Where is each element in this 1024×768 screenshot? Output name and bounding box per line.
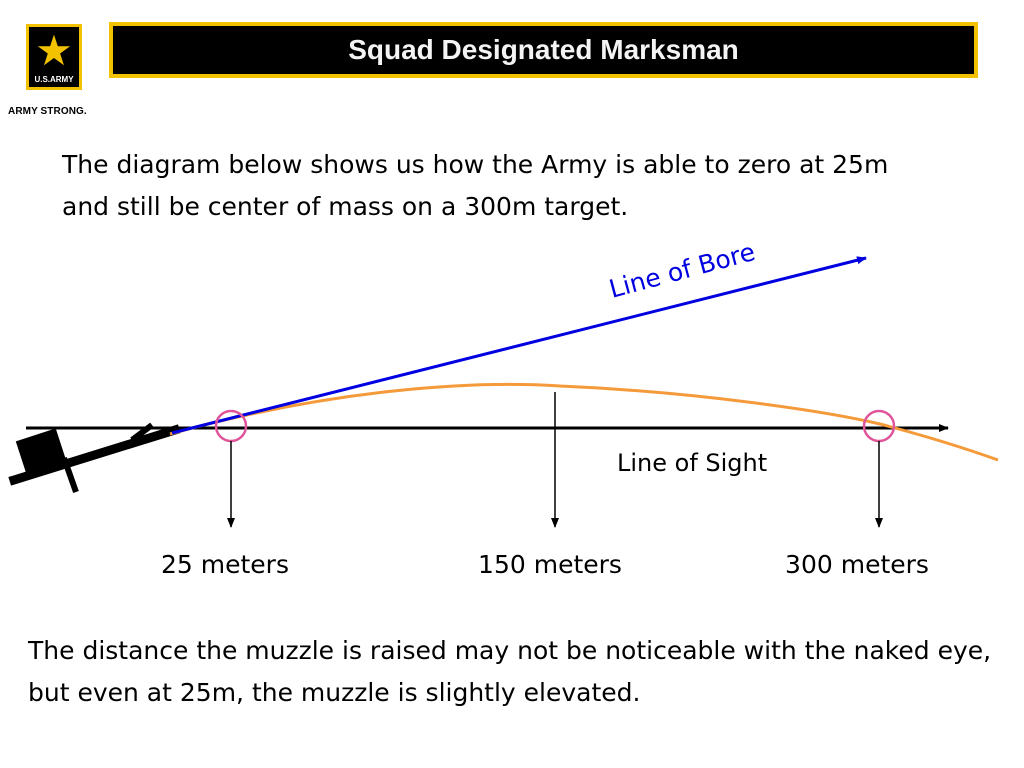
rifle-icon [8,422,181,493]
distance-label-150m: 150 meters [478,550,622,579]
logo-army-text: U.S.ARMY [29,75,79,85]
army-logo: ★ U.S.ARMY ARMY STRONG. [0,16,118,126]
line-of-bore-label: Line of Bore [606,237,758,304]
intro-paragraph: The diagram below shows us how the Army … [62,150,889,221]
distance-label-300m: 300 meters [785,550,929,579]
line-of-bore [171,256,867,435]
title-bar: Squad Designated Marksman [109,22,978,78]
star-icon: ★ [35,26,73,75]
logo-slogan: ARMY STRONG. [8,106,87,117]
line-of-sight-label: Line of Sight [617,449,767,477]
outro-paragraph: The distance the muzzle is raised may no… [28,636,992,707]
distance-label-25m: 25 meters [161,550,289,579]
army-star-emblem: ★ U.S.ARMY [26,24,82,90]
zero-point-25m-marker [214,409,248,443]
bullet-trajectory [169,382,999,462]
page-title: Squad Designated Marksman [348,34,739,65]
